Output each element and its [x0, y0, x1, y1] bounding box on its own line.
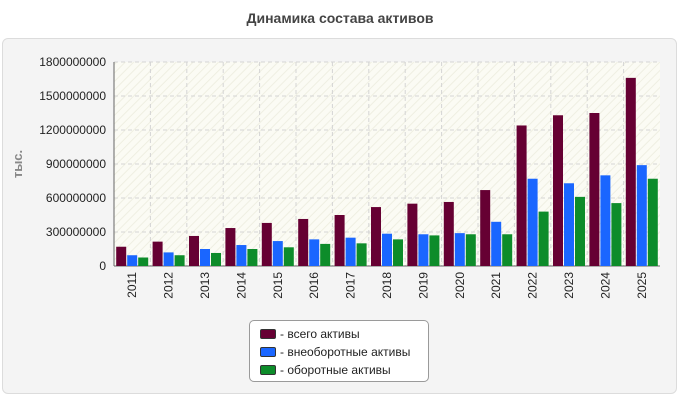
legend-item: - всего активы [260, 325, 428, 343]
bar-current-2018 [393, 239, 403, 266]
y-tick-label: 1500000000 [39, 89, 106, 103]
legend-label-current: - оборотные активы [280, 363, 391, 377]
bar-noncurrent-2017 [345, 237, 356, 266]
x-tick-label: 2017 [344, 272, 358, 299]
x-tick-label: 2011 [125, 272, 139, 298]
x-tick-label: 2015 [271, 272, 285, 299]
x-tick-label: 2023 [562, 272, 576, 299]
bar-current-2014 [247, 249, 258, 266]
x-tick-label: 2022 [526, 272, 540, 299]
bar-noncurrent-2020 [454, 233, 465, 266]
x-tick-label: 2014 [234, 272, 248, 299]
bar-current-2016 [320, 243, 331, 266]
bar-current-2020 [465, 234, 476, 266]
bar-total-2013 [189, 235, 199, 266]
bar-current-2024 [611, 203, 622, 266]
bar-noncurrent-2024 [600, 175, 611, 266]
bar-total-2014 [225, 228, 236, 266]
bar-total-2012 [152, 241, 163, 266]
bar-current-2022 [538, 211, 549, 266]
y-axis-label: тыс. [10, 150, 25, 178]
bar-noncurrent-2025 [636, 165, 647, 266]
bar-noncurrent-2019 [418, 234, 429, 266]
bar-current-2025 [647, 178, 658, 266]
bar-noncurrent-2013 [200, 249, 210, 266]
chart-title: Динамика состава активов [246, 10, 434, 26]
legend-label-noncurrent: - внеоборотные активы [280, 345, 411, 359]
bar-current-2012 [174, 255, 185, 266]
y-tick-label: 900000000 [46, 157, 106, 171]
bar-total-2021 [480, 190, 491, 266]
bar-current-2023 [575, 196, 585, 266]
x-tick-label: 2021 [489, 272, 503, 299]
legend-swatch-total [260, 329, 276, 339]
x-tick-label: 2018 [380, 272, 394, 299]
legend-swatch-noncurrent [260, 347, 276, 357]
bar-total-2011 [116, 246, 127, 266]
x-tick-label: 2013 [198, 272, 212, 299]
y-tick-label: 1200000000 [39, 123, 106, 137]
y-tick-label: 600000000 [46, 191, 106, 205]
bar-total-2018 [371, 207, 381, 266]
bar-current-2015 [283, 247, 294, 266]
x-tick-label: 2020 [453, 272, 467, 299]
bar-total-2020 [443, 201, 454, 266]
bar-total-2023 [553, 115, 563, 267]
x-tick-label: 2019 [416, 272, 430, 299]
bar-current-2019 [429, 235, 440, 266]
legend-swatch-current [260, 365, 276, 375]
y-tick-label: 300000000 [46, 225, 106, 239]
legend-item: - внеоборотные активы [260, 343, 428, 361]
bar-total-2015 [261, 222, 272, 266]
x-tick-label: 2012 [162, 272, 176, 299]
bar-noncurrent-2011 [127, 255, 138, 266]
bar-total-2017 [334, 215, 345, 266]
x-tick-label: 2024 [598, 272, 612, 299]
bar-noncurrent-2023 [564, 183, 574, 266]
bar-current-2021 [502, 234, 513, 266]
legend-label-total: - всего активы [280, 327, 360, 341]
legend-item: - оборотные активы [260, 361, 428, 379]
bar-total-2024 [589, 113, 600, 266]
bar-noncurrent-2018 [382, 233, 392, 266]
y-tick-label: 0 [99, 259, 106, 273]
bar-noncurrent-2021 [491, 221, 502, 266]
x-tick-label: 2016 [307, 272, 321, 299]
x-tick-label: 2025 [635, 272, 649, 299]
bar-total-2016 [298, 218, 309, 266]
bar-noncurrent-2016 [309, 239, 320, 266]
bar-noncurrent-2012 [163, 252, 174, 266]
bar-total-2022 [516, 125, 527, 266]
bar-current-2013 [211, 252, 221, 266]
y-tick-label: 1800000000 [39, 55, 106, 69]
legend: - всего активы - внеоборотные активы - о… [249, 320, 429, 382]
bar-noncurrent-2015 [272, 241, 283, 266]
bar-noncurrent-2022 [527, 178, 538, 266]
bar-noncurrent-2014 [236, 245, 247, 266]
bar-total-2025 [625, 77, 636, 266]
bar-current-2011 [138, 257, 149, 266]
bar-total-2019 [407, 203, 418, 266]
bar-current-2017 [356, 243, 367, 266]
